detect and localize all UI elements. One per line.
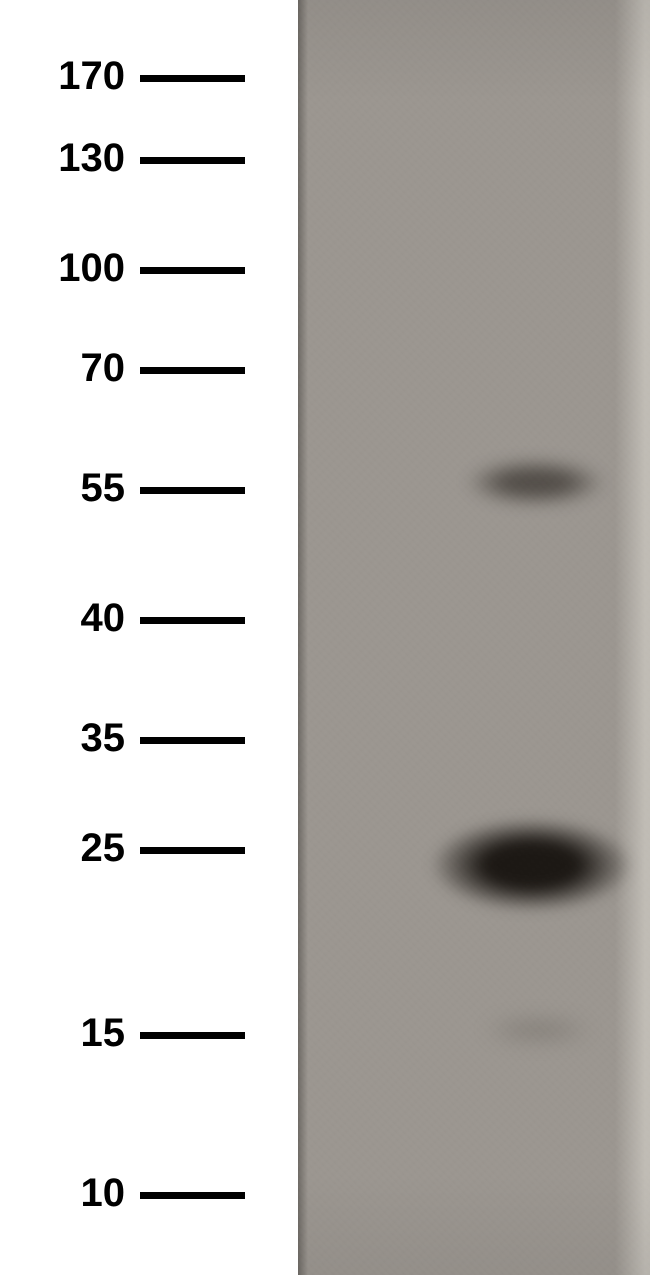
- marker-tick-70: [140, 367, 245, 374]
- marker-tick-25: [140, 847, 245, 854]
- marker-tick-35: [140, 737, 245, 744]
- marker-tick-10: [140, 1192, 245, 1199]
- marker-tick-100: [140, 267, 245, 274]
- marker-label-35: 35: [10, 716, 125, 761]
- marker-tick-130: [140, 157, 245, 164]
- marker-tick-15: [140, 1032, 245, 1039]
- marker-tick-40: [140, 617, 245, 624]
- marker-tick-170: [140, 75, 245, 82]
- blot-noise-overlay: [298, 0, 650, 1275]
- marker-label-40: 40: [10, 596, 125, 641]
- marker-label-25: 25: [10, 826, 125, 871]
- marker-label-100: 100: [10, 246, 125, 291]
- marker-tick-55: [140, 487, 245, 494]
- marker-label-10: 10: [10, 1171, 125, 1216]
- marker-label-15: 15: [10, 1011, 125, 1056]
- marker-label-170: 170: [10, 54, 125, 99]
- marker-label-55: 55: [10, 466, 125, 511]
- western-blot-figure: 170 130 100 70 55 40 35 25 15 10: [0, 0, 650, 1275]
- marker-label-130: 130: [10, 136, 125, 181]
- marker-label-70: 70: [10, 346, 125, 391]
- blot-membrane: [298, 0, 650, 1275]
